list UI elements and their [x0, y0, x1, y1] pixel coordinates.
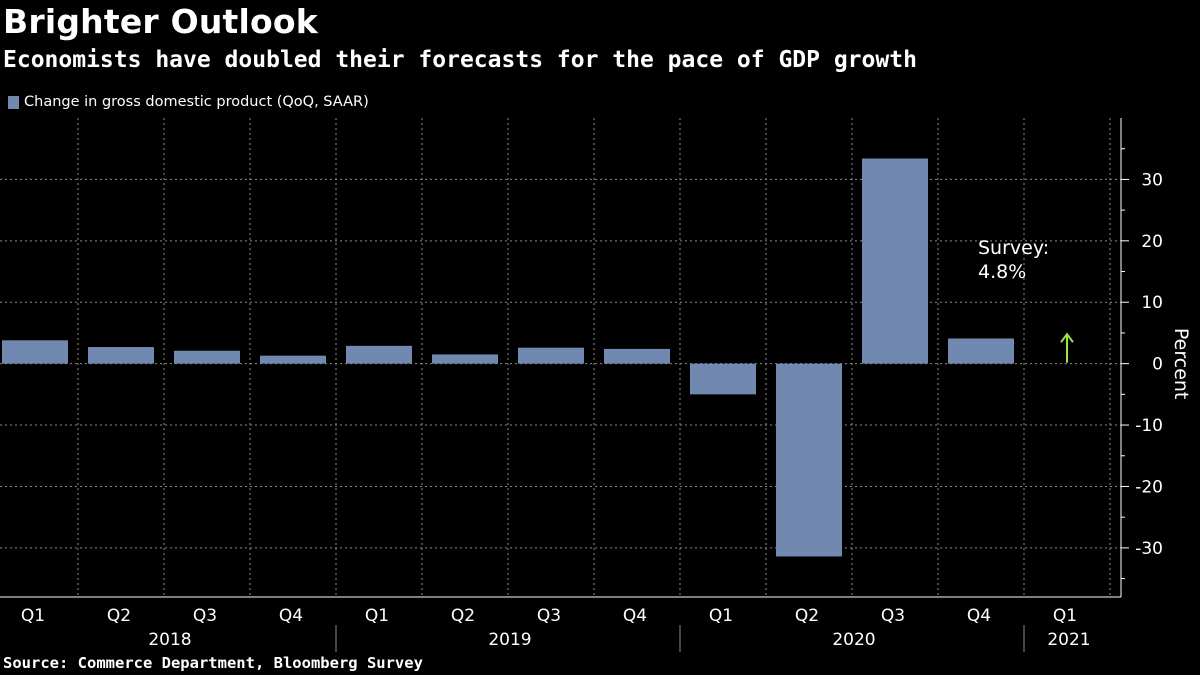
bar-q1-8 [690, 363, 756, 395]
y-axis-label: Percent [1170, 328, 1192, 400]
bar-q4-7 [604, 348, 670, 364]
survey-value: 4.8% [978, 261, 1026, 283]
x-tick-label: Q3 [193, 606, 217, 626]
bar-q3-2 [174, 350, 240, 364]
y-tick-label: -10 [1135, 416, 1163, 436]
x-tick-label: Q2 [795, 606, 819, 626]
x-tick-label: Q2 [107, 606, 131, 626]
x-tick-label: Q4 [967, 606, 991, 626]
chart-legend: Change in gross domestic product (QoQ, S… [8, 92, 369, 112]
x-year-label: 2018 [148, 630, 191, 650]
x-tick-label: Q1 [21, 606, 45, 626]
y-tick-label: 0 [1152, 355, 1163, 375]
bar-q1-4 [346, 345, 412, 364]
y-tick-label: 10 [1141, 293, 1163, 313]
source-note: Source: Commerce Department, Bloomberg S… [3, 654, 423, 672]
legend-label: Change in gross domestic product (QoQ, S… [24, 94, 369, 110]
y-tick-label: 20 [1141, 232, 1163, 252]
bar-q4-11 [948, 338, 1014, 364]
bar-q2-9 [776, 363, 842, 557]
y-tick-label: 30 [1141, 170, 1163, 190]
y-tick-label: -20 [1135, 477, 1163, 497]
bar-q2-1 [88, 347, 154, 364]
x-tick-label: Q1 [709, 606, 733, 626]
bar-q1-0 [2, 340, 68, 364]
chart-subtitle: Economists have doubled their forecasts … [3, 47, 917, 73]
legend-swatch [8, 95, 19, 109]
y-tick-label: -30 [1135, 539, 1163, 559]
bar-q4-3 [260, 355, 326, 364]
survey-arrow-head [1060, 332, 1074, 343]
chart-title: Brighter Outlook [3, 2, 318, 41]
x-year-label: 2021 [1047, 630, 1090, 650]
bar-q3-6 [518, 347, 584, 364]
x-tick-label: Q2 [451, 606, 475, 626]
survey-label: Survey: [978, 237, 1049, 259]
x-year-label: 2020 [832, 630, 875, 650]
x-tick-label: Q3 [881, 606, 905, 626]
x-tick-label: Q4 [279, 606, 303, 626]
x-year-label: 2019 [488, 630, 531, 650]
x-tick-label: Q4 [623, 606, 647, 626]
x-tick-label: Q1 [1053, 606, 1077, 626]
bar-q2-5 [432, 354, 498, 364]
x-tick-label: Q3 [537, 606, 561, 626]
x-tick-label: Q1 [365, 606, 389, 626]
bar-q3-10 [862, 158, 928, 364]
